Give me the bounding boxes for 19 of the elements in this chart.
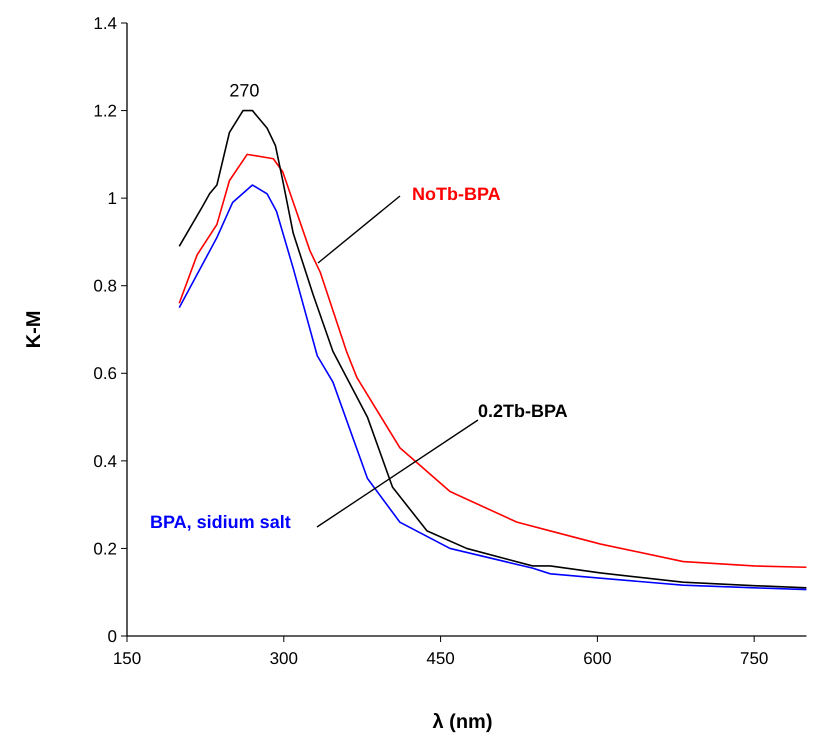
y-tick-label: 0.6 (93, 364, 117, 384)
text: BPA, sidium salt (150, 512, 291, 532)
annotation: 270 (229, 80, 260, 101)
x-tick-label: 750 (740, 649, 768, 668)
x-tick-label: 300 (270, 649, 298, 668)
y-tick-label: 0.4 (93, 452, 117, 471)
x-tick-label: 450 (426, 649, 455, 668)
y-tick-label: 1.2 (93, 102, 117, 121)
text: 0.2Tb-BPA (478, 401, 568, 421)
y-tick-label: 0.8 (93, 276, 117, 296)
y-tick-label: 0.2 (93, 539, 117, 558)
y-axis-title: K-M (23, 310, 45, 348)
x-tick-label: 600 (583, 649, 612, 668)
text: NoTb-BPA (412, 184, 501, 204)
y-tick-label: 1.4 (93, 14, 117, 33)
y-tick-label: 0 (108, 626, 117, 646)
x-axis-title: λ (nm) (432, 711, 492, 733)
x-tick-label: 150 (112, 649, 142, 668)
y-tick-label: 1 (108, 189, 117, 208)
